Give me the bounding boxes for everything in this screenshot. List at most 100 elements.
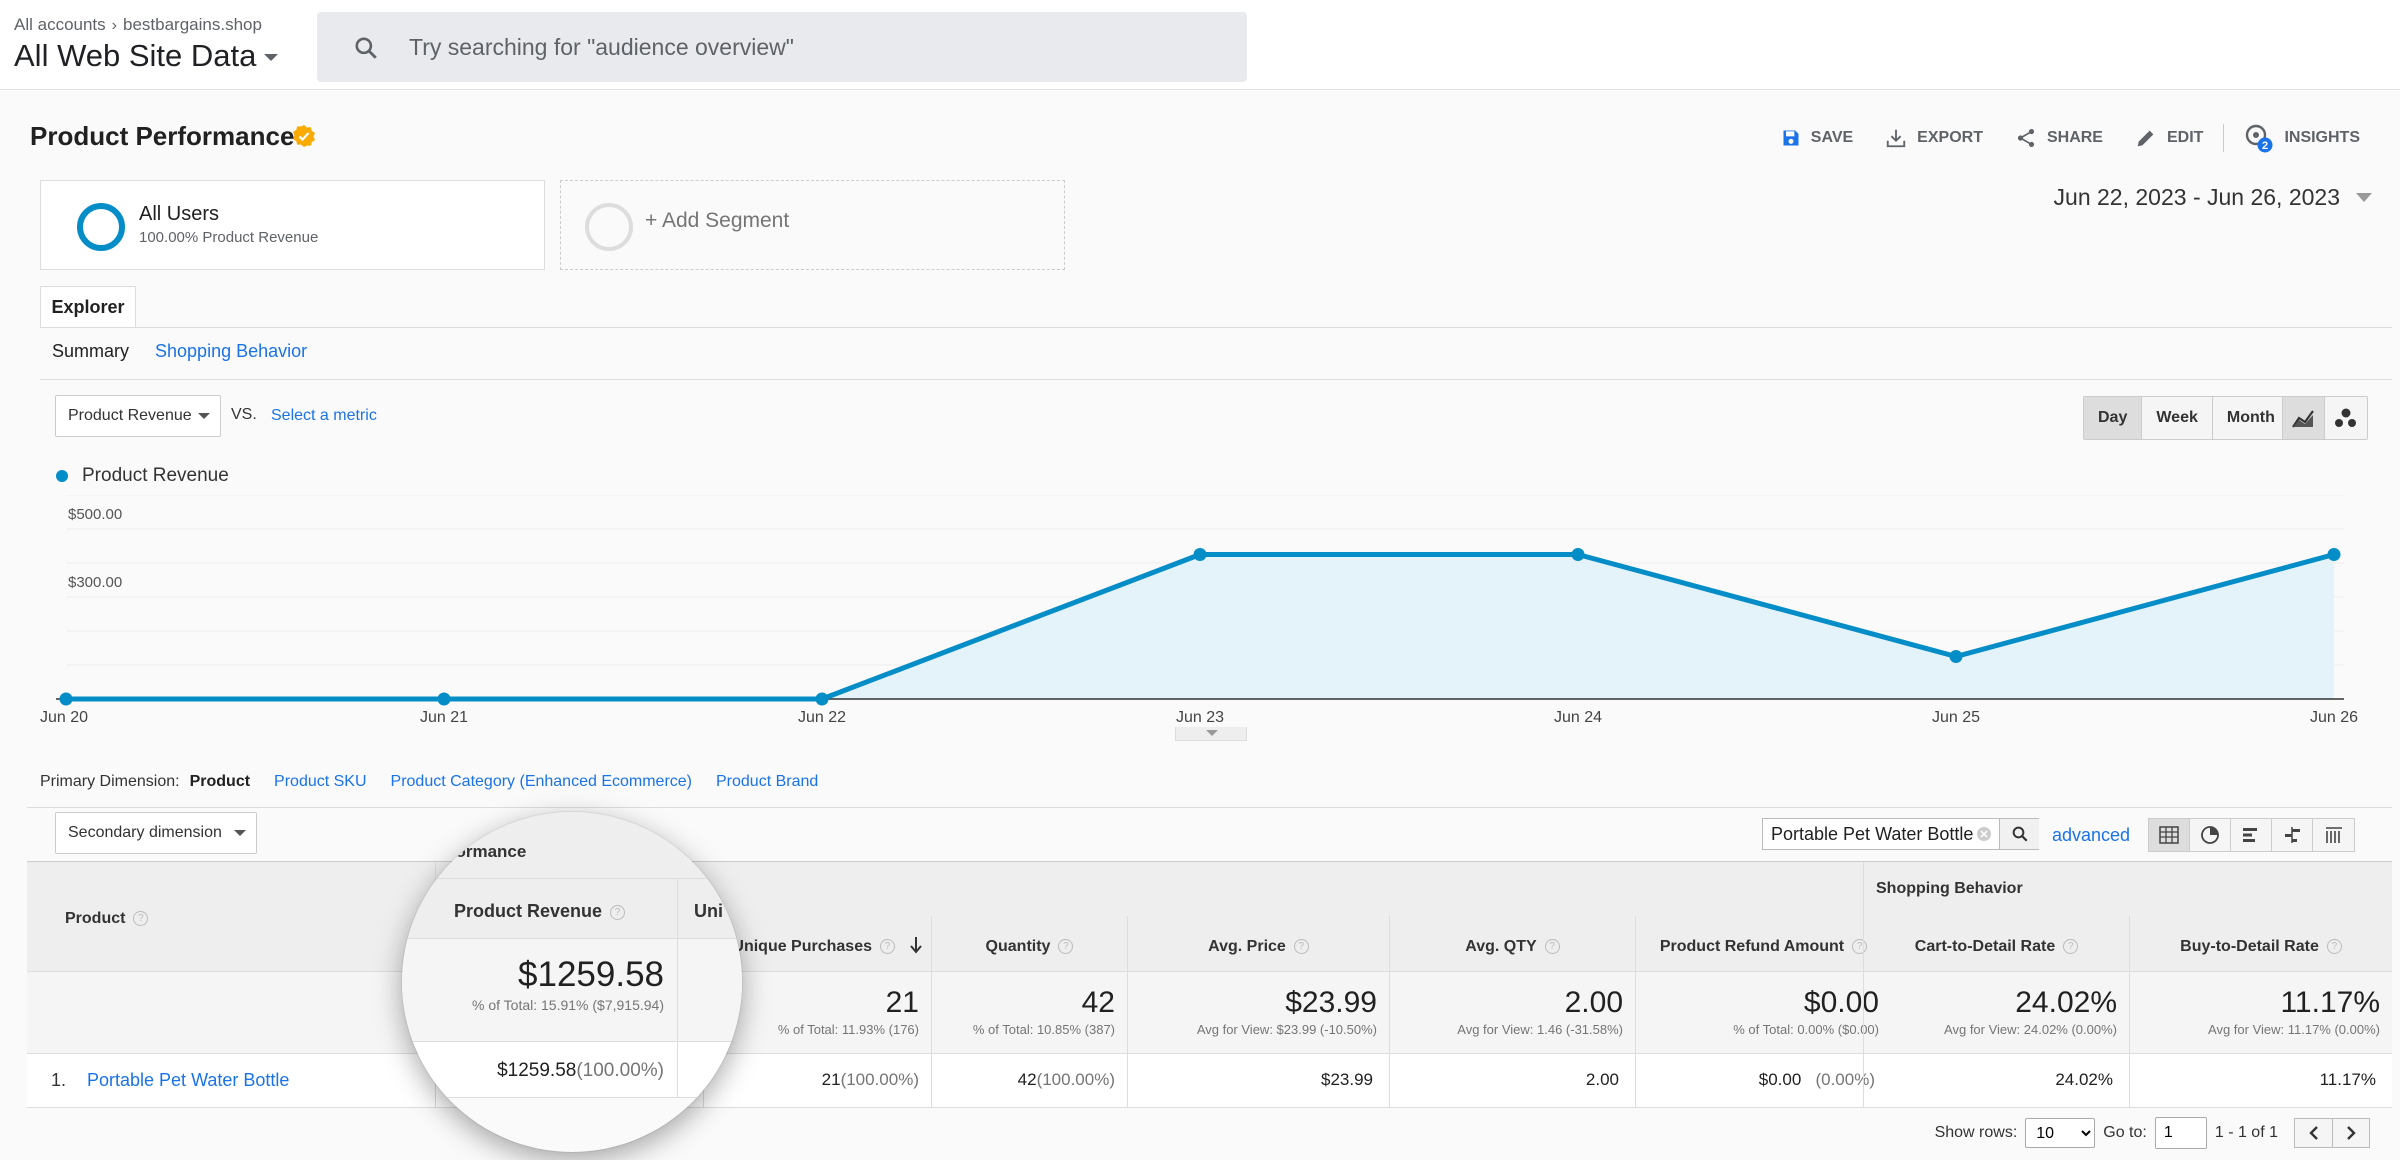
save-button[interactable]: SAVE [1765,124,1869,152]
property-selector[interactable]: All Web Site Data [14,38,279,74]
search-bar[interactable] [317,12,1247,82]
period-toggle: Day Week Month [2083,396,2290,440]
total-avg-price-value: $23.99 [1285,986,1377,1019]
search-input[interactable] [409,30,1189,64]
report-toolbar: SAVE EXPORT SHARE EDIT 2 INSIGHTS [1765,124,2376,153]
secondary-dimension-label: Secondary dimension [68,824,222,841]
motion-chart-button[interactable] [2325,397,2367,439]
export-button[interactable]: EXPORT [1869,124,1999,152]
total-unique-purchases: 21 % of Total: 11.93% (176) [703,972,931,1053]
row-avg-qty: 2.00 [1389,1054,1635,1107]
table-group-header: Sales Performance Shopping Behavior [27,861,2392,916]
add-segment-button[interactable]: + Add Segment [560,180,1065,270]
edit-button[interactable]: EDIT [2119,124,2219,152]
table-filter-input[interactable] [1771,823,1981,845]
data-table-view-button[interactable] [2149,819,2190,851]
total-refund: $0.00 % of Total: 0.00% ($0.00) [1635,972,1891,1053]
line-chart-icon [2291,410,2314,428]
magnified-group-header: · Performance [402,812,742,878]
chevron-left-icon [2308,1126,2318,1140]
comparison-view-button[interactable] [2272,819,2313,851]
search-icon [355,37,377,59]
x-tick-label: Jun 26 [2310,709,2358,726]
row-quantity: 42(100.00%) [931,1054,1127,1107]
help-icon[interactable]: ? [1058,939,1074,955]
export-label: EXPORT [1917,129,1983,146]
section-divider [40,379,2392,380]
primary-dimension-product-brand[interactable]: Product Brand [716,773,819,790]
column-header-unique-purchases-label: Unique Purchases [732,938,872,955]
row-product-link[interactable]: Portable Pet Water Bottle [87,1070,290,1090]
primary-dimension-product-sku[interactable]: Product SKU [274,773,367,790]
filter-search-button[interactable] [1999,819,2039,849]
help-icon[interactable]: ? [1293,939,1309,955]
period-day-button[interactable]: Day [2084,397,2143,439]
subtab-shopping-behavior[interactable]: Shopping Behavior [155,341,308,361]
performance-view-button[interactable] [2231,819,2272,851]
caret-down-icon [234,830,246,836]
magnified-row-revenue: $1259.58 [497,1060,577,1081]
caret-down-icon [198,413,210,419]
column-header-avg-qty[interactable]: Avg. QTY? [1389,916,1635,971]
total-cart-to-detail-sub: Avg for View: 24.02% (0.00%) [1944,1022,2117,1037]
advanced-filter-link[interactable]: advanced [2052,825,2131,845]
rows-per-page-select[interactable]: 10 [2025,1118,2096,1148]
period-week-button[interactable]: Week [2142,397,2213,439]
previous-page-button[interactable] [2294,1118,2332,1148]
sort-descending-icon[interactable] [909,936,923,954]
column-header-avg-price[interactable]: Avg. Price? [1127,916,1389,971]
collapse-chart-toggle[interactable] [1175,727,1247,741]
column-header-quantity[interactable]: Quantity? [931,916,1127,971]
date-range-picker[interactable]: Jun 22, 2023 - Jun 26, 2023 [2054,184,2372,211]
row-avg-qty-value: 2.00 [1585,1070,1619,1089]
help-icon[interactable]: ? [133,911,149,927]
breadcrumb[interactable]: All accounts › bestbargains.shop [14,15,262,35]
comparison-icon [2285,827,2300,843]
insights-button[interactable]: 2 INSIGHTS [2228,124,2376,153]
column-header-refund[interactable]: Product Refund Amount? [1635,916,1891,971]
share-icon [2017,129,2035,147]
percentage-view-button[interactable] [2190,819,2231,851]
help-icon[interactable]: ? [2326,939,2342,955]
tab-explorer[interactable]: Explorer [40,286,136,328]
breadcrumb-account[interactable]: bestbargains.shop [123,15,262,34]
column-header-buy-to-detail[interactable]: Buy-to-Detail Rate? [2129,916,2392,971]
clear-filter-icon[interactable] [1976,826,1992,842]
save-label: SAVE [1810,129,1854,146]
column-header-product[interactable]: Product? [65,910,149,928]
data-point [437,692,451,706]
goto-page-input[interactable] [2154,1117,2207,1149]
save-icon [1783,130,1799,146]
magnified-total: $1259.58 % of Total: 15.91% ($7,915.94) [402,938,742,1042]
secondary-dimension-dropdown[interactable]: Secondary dimension [55,812,257,854]
help-icon[interactable]: ? [2063,939,2079,955]
help-icon[interactable]: ? [1852,939,1868,955]
share-button[interactable]: SHARE [1999,124,2119,152]
primary-dimension-product-category[interactable]: Product Category (Enhanced Ecommerce) [390,773,692,790]
breadcrumb-all-accounts[interactable]: All accounts [14,15,106,34]
help-icon: ? [610,904,626,920]
subtab-summary[interactable]: Summary [52,341,130,361]
section-divider [27,807,2392,808]
caret-down-icon [264,54,279,62]
x-tick-label: Jun 21 [420,709,468,726]
segment-all-users[interactable]: All Users 100.00% Product Revenue [40,180,545,270]
caret-down-icon [2356,193,2372,202]
report-title: Product Performance [30,121,295,151]
segment-ring-icon [77,203,125,251]
segment-name: All Users [139,203,220,225]
insights-label: INSIGHTS [2284,129,2360,146]
revenue-line-chart: $500.00 $300.00 Jun 20 Jun 21 Jun 22 Jun 23 Ju… [40,495,2358,726]
column-header-unique-purchases[interactable]: Unique Purchases? [703,916,931,971]
total-quantity-sub: % of Total: 10.85% (387) [972,1022,1115,1037]
line-chart-button[interactable] [2283,397,2325,439]
x-tick-label: Jun 22 [798,709,846,726]
metric-dropdown[interactable]: Product Revenue [55,395,221,437]
term-cloud-view-button[interactable] [2313,819,2354,851]
column-header-cart-to-detail[interactable]: Cart-to-Detail Rate? [1863,916,2129,971]
select-metric-link[interactable]: Select a metric [271,407,377,424]
next-page-button[interactable] [2332,1118,2370,1148]
help-icon[interactable]: ? [1544,939,1560,955]
help-icon[interactable]: ? [880,939,895,955]
period-month-button[interactable]: Month [2226,409,2275,426]
